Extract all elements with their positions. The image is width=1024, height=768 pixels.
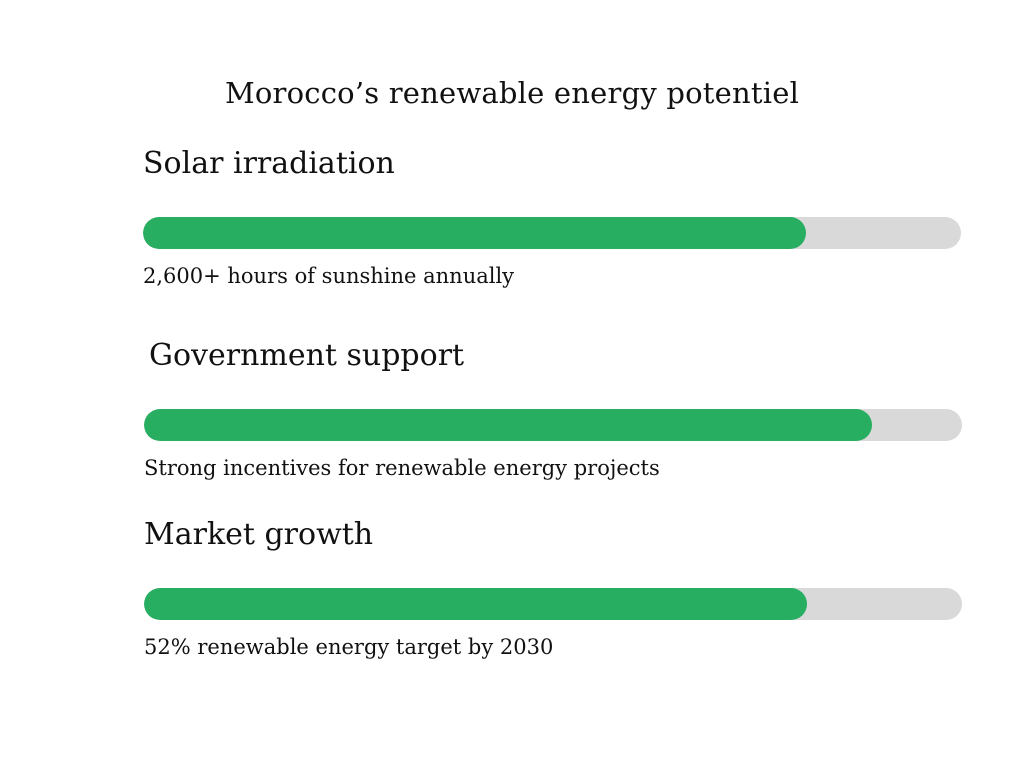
progress-fill (144, 409, 873, 441)
progress-fill (144, 588, 807, 620)
section-market-growth: Market growth 52% renewable energy targe… (144, 517, 964, 667)
page-title: Morocco’s renewable energy potentiel (225, 76, 800, 110)
section-heading: Government support (149, 338, 465, 373)
progress-track (144, 409, 962, 441)
section-heading: Solar irradiation (143, 146, 395, 181)
section-caption: 52% renewable energy target by 2030 (144, 635, 554, 659)
section-heading: Market growth (144, 517, 374, 552)
progress-fill (143, 217, 806, 249)
progress-track (144, 588, 962, 620)
section-caption: Strong incentives for renewable energy p… (144, 456, 660, 480)
section-government-support: Government support Strong incentives for… (144, 338, 964, 488)
section-solar-irradiation: Solar irradiation 2,600+ hours of sunshi… (143, 146, 963, 296)
section-caption: 2,600+ hours of sunshine annually (143, 264, 515, 288)
progress-track (143, 217, 961, 249)
